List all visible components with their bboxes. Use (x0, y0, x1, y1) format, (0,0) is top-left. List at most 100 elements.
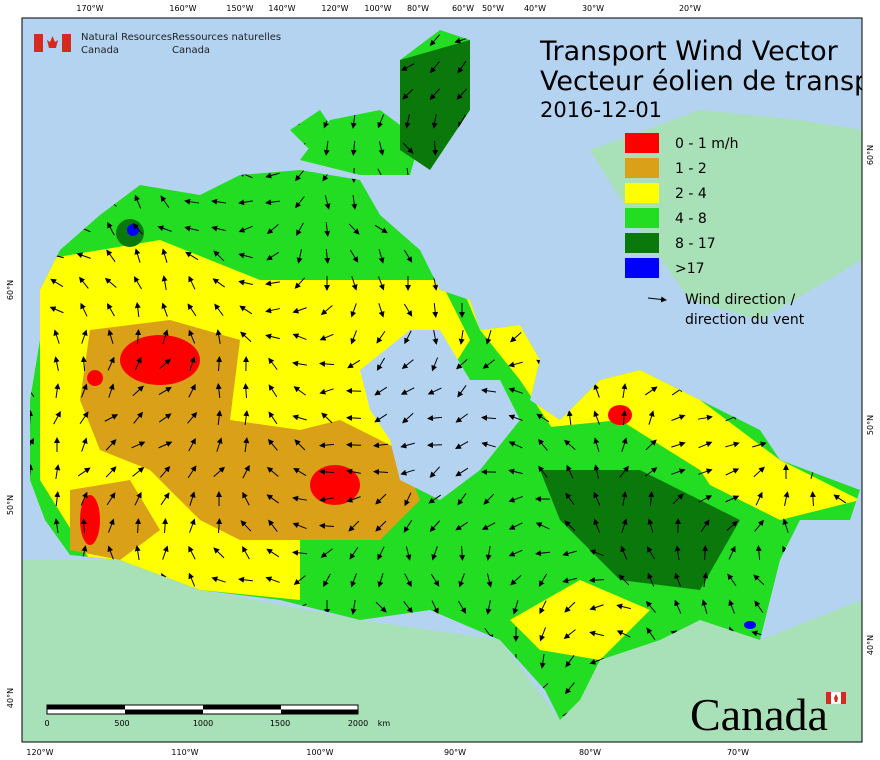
wind-arrow (701, 599, 708, 614)
wind-arrow (430, 573, 440, 587)
wind-arrow (508, 361, 523, 368)
wind-arrow (482, 359, 495, 369)
wind-arrow (158, 386, 172, 395)
wind-arrow (593, 518, 600, 533)
wind-arrow (432, 276, 439, 291)
wind-arrow (782, 518, 789, 533)
wind-arrow (483, 493, 495, 505)
wind-arrow (292, 549, 308, 556)
top-label: 160°W (169, 4, 196, 13)
wind-arrow (432, 330, 439, 345)
legend-swatch (625, 158, 659, 178)
wind-arrow (214, 303, 224, 316)
wind-arrow (539, 627, 547, 642)
wind-arrow (512, 600, 519, 615)
wind-arrow (562, 577, 577, 584)
wind-arrow (752, 441, 767, 448)
wind-arrow (564, 520, 576, 532)
wind-arrow (324, 221, 331, 237)
wind-arrow (268, 384, 278, 398)
logo: Natural Resources Canada Ressources natu… (34, 32, 281, 56)
wind-arrow (457, 60, 467, 74)
wind-arrow (294, 277, 306, 289)
wind-arrow (589, 549, 604, 557)
wind-arrow (458, 330, 465, 345)
wind-arrow (132, 385, 144, 397)
wind-arrow (351, 194, 358, 210)
wind-arrow (621, 410, 628, 426)
wind-arrow (646, 627, 656, 641)
wind-arrow (378, 276, 385, 291)
wind-arrow (268, 411, 278, 425)
wind-arrow (211, 576, 226, 583)
wind-arrow (135, 518, 142, 534)
wind-arrow (510, 574, 522, 586)
wind-arrow (562, 550, 577, 557)
wind-arrow (375, 601, 387, 613)
wind-arrow (754, 519, 764, 532)
wind-arrow (535, 522, 550, 530)
wind-arrow (215, 383, 222, 399)
wind-arrow (215, 329, 222, 344)
wind-arrow (53, 356, 60, 371)
wind-arrow (563, 439, 576, 450)
wind-arrow (134, 302, 141, 318)
wind-arrow (646, 546, 656, 560)
wind-arrow (350, 113, 357, 129)
wind-arrow (77, 467, 91, 477)
wind-arrow (188, 572, 196, 587)
wind-arrow (593, 383, 600, 398)
bottom-label: 70°W (727, 748, 749, 757)
wind-arrow (347, 359, 361, 369)
wind-arrow (725, 441, 740, 448)
wind-arrow (53, 410, 61, 425)
wind-arrow (351, 276, 358, 291)
wind-arrow (459, 545, 466, 561)
legend-swatch (625, 183, 659, 203)
wind-arrow (374, 386, 388, 396)
wind-arrow (374, 224, 388, 234)
wind-arrow (565, 492, 575, 505)
wind-arrow (132, 222, 143, 235)
top-label: 60°W (452, 4, 474, 13)
wind-arrow (160, 492, 170, 506)
wind-arrow (107, 303, 115, 317)
wind-arrow (431, 357, 439, 372)
wind-arrow (671, 468, 686, 475)
wind-arrow (485, 546, 492, 561)
wind-arrow (265, 172, 280, 179)
wind-arrow (266, 251, 280, 261)
wind-arrow (131, 441, 146, 449)
wind-arrow (455, 467, 469, 477)
wind-arrow (402, 88, 414, 100)
wind-arrow (616, 603, 631, 610)
wind-arrow (319, 442, 335, 449)
legend: 0 - 1 m/h 1 - 2 2 - 4 4 - 8 8 - 17 >17 (625, 133, 738, 278)
wind-arrow (481, 441, 496, 448)
wind-arrow (323, 573, 331, 588)
wind-arrow (377, 114, 385, 129)
wind-arrow (400, 63, 415, 71)
wind-arrow (133, 276, 142, 290)
wind-arrow (648, 491, 655, 507)
wind-arrow (105, 466, 117, 478)
wind-arrow (508, 496, 523, 503)
wind-arrow (616, 630, 631, 638)
wind-arrow (348, 223, 360, 235)
wind-arrow (161, 275, 168, 290)
wind-arrow (593, 437, 600, 452)
wind-arrow (431, 114, 438, 129)
wind-arrow (350, 330, 357, 345)
title: Transport Wind Vector (539, 36, 839, 67)
wind-arrow (346, 496, 361, 503)
wind-arrow (295, 196, 305, 209)
wind-arrow (294, 439, 306, 451)
wind-arrow (346, 414, 362, 421)
wind-arrow (429, 34, 440, 47)
wind-arrow (108, 383, 115, 398)
wind-arrow (134, 545, 141, 560)
wind-arrow (405, 546, 412, 561)
wind-arrow (211, 225, 226, 232)
wind-arrow (481, 522, 496, 530)
